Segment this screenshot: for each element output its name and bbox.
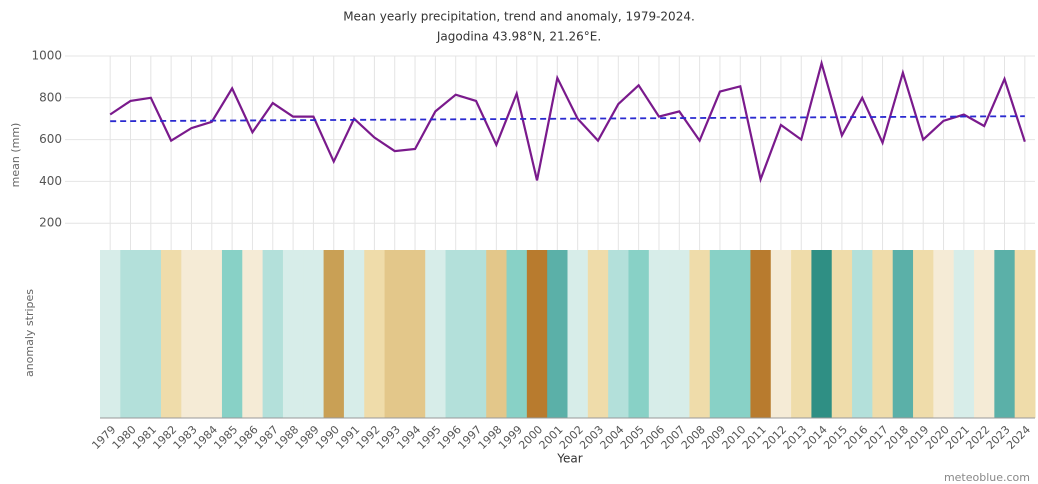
anomaly-stripe bbox=[303, 250, 325, 418]
anomaly-stripe bbox=[974, 250, 995, 418]
trend-line bbox=[110, 115, 1025, 123]
anomaly-stripe bbox=[750, 250, 772, 418]
anomaly-stripe bbox=[994, 250, 1016, 418]
y-tick-label: 400 bbox=[39, 174, 62, 188]
y-tick-label: 800 bbox=[39, 90, 62, 104]
anomaly-stripe bbox=[100, 250, 121, 418]
chart-title: Mean yearly precipitation, trend and ano… bbox=[343, 10, 695, 24]
anomaly-stripe bbox=[669, 250, 690, 418]
anomaly-stripe bbox=[160, 250, 182, 418]
anomaly-stripe bbox=[730, 250, 751, 418]
y-axis-label: mean (mm) bbox=[9, 123, 22, 188]
anomaly-stripe bbox=[425, 250, 447, 418]
anomaly-stripe bbox=[1014, 250, 1036, 418]
anomaly-stripe bbox=[526, 250, 548, 418]
anomaly-stripe bbox=[648, 250, 670, 418]
anomaly-stripe bbox=[364, 250, 386, 418]
anomaly-stripe bbox=[608, 250, 629, 418]
anomaly-stripe bbox=[852, 250, 873, 418]
anomaly-stripe bbox=[506, 250, 528, 418]
anomaly-stripe bbox=[262, 250, 284, 418]
anomaly-stripe bbox=[831, 250, 853, 418]
anomaly-stripe bbox=[933, 250, 955, 418]
anomaly-stripe bbox=[404, 250, 426, 418]
anomaly-stripe bbox=[465, 250, 487, 418]
anomaly-stripe bbox=[587, 250, 609, 418]
mean-line bbox=[109, 59, 1026, 184]
anomaly-stripe bbox=[811, 250, 833, 418]
chart-subtitle: Jagodina 43.98°N, 21.26°E. bbox=[436, 30, 601, 44]
anomaly-stripe bbox=[770, 250, 792, 418]
anomaly-stripe bbox=[201, 250, 223, 418]
anomaly-stripe bbox=[689, 250, 711, 418]
anomaly-stripe bbox=[221, 250, 243, 418]
anomaly-stripe bbox=[547, 250, 568, 418]
anomaly-stripe bbox=[791, 250, 812, 418]
anomaly-stripe bbox=[181, 250, 203, 418]
anomaly-stripe bbox=[384, 250, 406, 418]
anomaly-stripe bbox=[953, 250, 975, 418]
anomaly-stripe bbox=[872, 250, 894, 418]
anomaly-stripe bbox=[445, 250, 467, 418]
anomaly-stripe bbox=[140, 250, 162, 418]
stripes-label: anomaly stripes bbox=[23, 289, 36, 377]
anomaly-stripe bbox=[323, 250, 345, 418]
y-tick-label: 600 bbox=[39, 132, 62, 146]
x-axis-label: Year bbox=[556, 452, 582, 466]
anomaly-stripe bbox=[567, 250, 589, 418]
anomaly-stripe bbox=[282, 250, 304, 418]
anomaly-stripe bbox=[913, 250, 934, 418]
credit: meteoblue.com bbox=[944, 471, 1030, 484]
anomaly-stripe bbox=[709, 250, 731, 418]
anomaly-stripe bbox=[892, 250, 914, 418]
anomaly-stripe bbox=[628, 250, 650, 418]
anomaly-stripe bbox=[343, 250, 365, 418]
anomaly-stripe bbox=[486, 250, 508, 418]
y-tick-label: 200 bbox=[39, 216, 62, 230]
anomaly-stripe bbox=[120, 250, 142, 418]
y-tick-label: 1000 bbox=[31, 49, 62, 63]
anomaly-stripe bbox=[242, 250, 264, 418]
x-tick-label: 2024 bbox=[1004, 423, 1033, 452]
